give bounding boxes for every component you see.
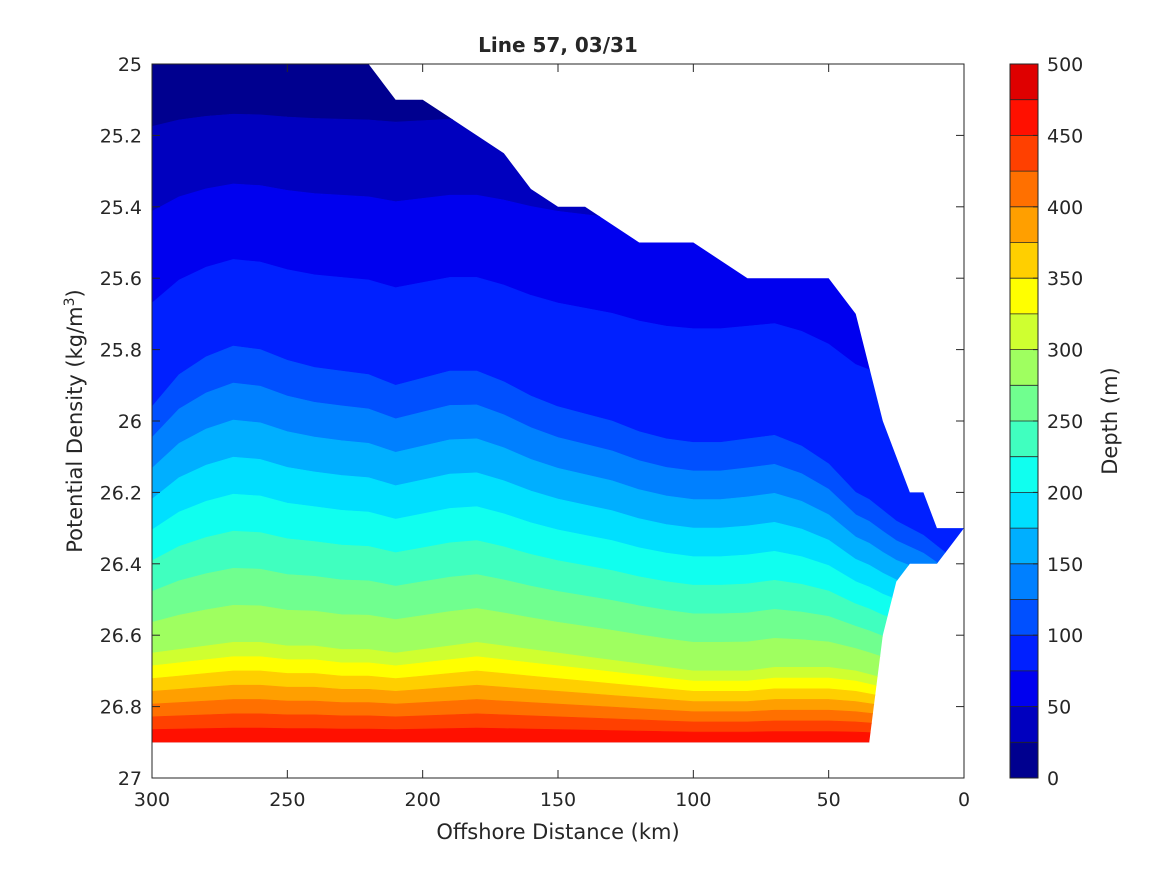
contour-band-450-475 [152,727,964,743]
colorbar-tick-label: 500 [1047,54,1083,76]
colorbar-tick-label: 0 [1047,768,1059,790]
plot-area: 300 250 200 150 100 50 0 2525.225.425.625.8262… [100,54,970,811]
x-tick-label: 100 [675,789,711,811]
y-tick-label: 26 [118,411,142,433]
colorbar-label: Depth (m) [1098,367,1122,474]
colorbar-swatch [1010,635,1038,671]
x-tick-label: 300 [134,789,170,811]
y-axis-label-close: ) [63,289,87,297]
colorbar-tick-label: 400 [1047,197,1083,219]
colorbar-tick-label: 100 [1047,625,1083,647]
colorbar-swatch [1010,385,1038,421]
x-tick-label: 0 [958,789,970,811]
colorbar-swatch [1010,456,1038,493]
y-tick-label: 26.8 [100,697,142,719]
colorbar-swatch [1010,670,1038,707]
y-tick-label: 26.6 [100,625,142,647]
colorbar-swatch [1010,171,1038,207]
colorbar: 0 50 100 150 200 250 300 350 400 450 500 [1009,54,1083,790]
colorbar-tick-label: 50 [1047,697,1071,719]
colorbar-swatch [1010,242,1038,279]
colorbar-tick-label: 150 [1047,554,1083,576]
colorbar-swatch [1010,206,1038,243]
colorbar-swatch [1010,492,1038,529]
colorbar-tick-label: 450 [1047,125,1083,147]
colorbar-swatch [1010,706,1038,743]
y-axis-label-superscript: 3 [62,297,78,306]
x-tick-label: 50 [817,789,841,811]
colorbar-swatch [1010,278,1038,314]
colorbar-tick-label: 350 [1047,268,1083,290]
y-tick-label: 26.2 [100,482,142,504]
y-tick-label: 25.4 [100,197,142,219]
colorbar-swatch [1010,99,1038,136]
y-axis-label: Potential Density (kg/m3) [62,289,87,553]
y-tick-label: 25.2 [100,125,142,147]
y-tick-label: 25 [118,54,142,76]
y-tick-label: 26.4 [100,554,142,576]
x-tick-label: 250 [269,789,305,811]
colorbar-tick-label: 250 [1047,411,1083,433]
x-tick-label: 150 [540,789,576,811]
chart-title: Line 57, 03/31 [478,33,638,57]
colorbar-swatch [1010,563,1038,600]
y-tick-label: 27 [118,768,142,790]
colorbar-swatch [1010,349,1038,386]
colorbar-tick-label: 300 [1047,340,1083,362]
colorbar-swatch [1010,528,1038,564]
colorbar-swatch [1010,599,1038,636]
colorbar-swatch [1010,742,1038,778]
colorbar-tick-label: 200 [1047,482,1083,504]
y-tick-label: 25.6 [100,268,142,290]
colorbar-swatch [1010,313,1038,350]
colorbar-swatch [1010,64,1038,100]
y-tick-label: 25.8 [100,340,142,362]
x-axis-label: Offshore Distance (km) [436,820,679,844]
colorbar-swatch [1010,135,1038,172]
x-axis-ticks: 300 250 200 150 100 50 0 [134,64,970,811]
y-axis-ticks: 25 25.2 25.4 25.6 25.8 26 26.2 26.4 26.6 26.8 27 [100,54,964,790]
y-axis-label-main: Potential Density (kg/m [63,306,87,552]
x-tick-label: 200 [405,789,441,811]
colorbar-swatch [1010,421,1038,457]
